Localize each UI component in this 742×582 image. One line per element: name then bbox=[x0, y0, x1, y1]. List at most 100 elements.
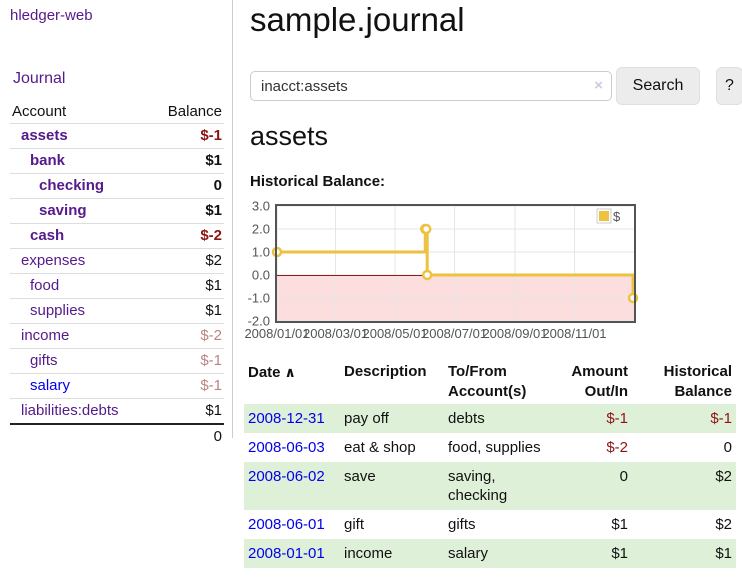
brand-link[interactable]: hledger-web bbox=[10, 7, 93, 24]
transaction-row[interactable]: 2008-06-01giftgifts$1$2 bbox=[244, 510, 736, 539]
y-axis-label: 2.0 bbox=[252, 222, 270, 237]
account-heading: assets bbox=[250, 118, 328, 154]
sidebar-item-journal[interactable]: Journal bbox=[13, 70, 65, 88]
account-balance: $-1 bbox=[150, 349, 224, 374]
account-link[interactable]: bank bbox=[30, 152, 65, 169]
account-balance: $1 bbox=[150, 399, 224, 425]
account-row: assets $-1 bbox=[10, 124, 224, 149]
legend-swatch bbox=[599, 211, 609, 221]
search-input-wrap: × bbox=[250, 71, 612, 101]
transaction-description: eat & shop bbox=[340, 433, 444, 462]
account-name-cell: checking bbox=[10, 174, 150, 199]
transaction-description: income bbox=[340, 539, 444, 568]
account-balance: 0 bbox=[150, 174, 224, 199]
account-row: expenses $2 bbox=[10, 249, 224, 274]
transaction-date-link[interactable]: 2008-06-03 bbox=[248, 439, 325, 456]
account-balance: $-2 bbox=[150, 224, 224, 249]
page-title: sample.journal bbox=[250, 0, 465, 40]
y-axis-label: 1.0 bbox=[252, 245, 270, 260]
account-name-cell: assets bbox=[10, 124, 150, 149]
account-name-cell: salary bbox=[10, 374, 150, 399]
transaction-amount: $-1 bbox=[552, 404, 632, 433]
transaction-date-link[interactable]: 2008-01-01 bbox=[248, 545, 325, 562]
chart-point-marker bbox=[422, 225, 430, 233]
chart-title: Historical Balance: bbox=[250, 173, 385, 190]
account-link[interactable]: liabilities:debts bbox=[21, 402, 119, 419]
account-balance: $-1 bbox=[150, 124, 224, 149]
account-balance: $1 bbox=[150, 149, 224, 174]
account-link[interactable]: supplies bbox=[30, 302, 85, 319]
account-row: checking 0 bbox=[10, 174, 224, 199]
account-balance: $-2 bbox=[150, 324, 224, 349]
account-link[interactable]: checking bbox=[39, 177, 104, 194]
account-row: liabilities:debts $1 bbox=[10, 399, 224, 425]
account-balance: $2 bbox=[150, 249, 224, 274]
account-name-cell: food bbox=[10, 274, 150, 299]
account-balance: $1 bbox=[150, 199, 224, 224]
accounts-table: Account Balance assets $-1 bank $1 checking 0… bbox=[10, 100, 224, 448]
transaction-balance: 0 bbox=[632, 433, 736, 462]
transaction-balance: $2 bbox=[632, 462, 736, 510]
transaction-accounts: salary bbox=[444, 539, 552, 568]
x-axis-label: 2008/09/01 bbox=[482, 326, 547, 341]
y-axis-label: -1.0 bbox=[248, 291, 270, 306]
transaction-row[interactable]: 2008-06-02savesaving, checking0$2 bbox=[244, 462, 736, 510]
accounts-total-value: 0 bbox=[150, 424, 224, 448]
account-name-cell: saving bbox=[10, 199, 150, 224]
transaction-description: save bbox=[340, 462, 444, 510]
account-link[interactable]: salary bbox=[30, 377, 70, 394]
transaction-date-link[interactable]: 2008-06-01 bbox=[248, 516, 325, 533]
transaction-accounts: gifts bbox=[444, 510, 552, 539]
help-button[interactable]: ? bbox=[716, 67, 742, 105]
transaction-row[interactable]: 2008-12-31pay offdebts$-1$-1 bbox=[244, 404, 736, 433]
transaction-accounts: saving, checking bbox=[444, 462, 552, 510]
account-link[interactable]: food bbox=[30, 277, 59, 294]
accounts-total-row: 0 bbox=[10, 424, 224, 448]
sort-ascending-icon[interactable]: ∧ bbox=[285, 364, 296, 380]
search-bar: × Search ? bbox=[250, 67, 742, 105]
transaction-accounts: food, supplies bbox=[444, 433, 552, 462]
transactions-header-accounts: To/From Account(s) bbox=[444, 360, 552, 404]
account-link[interactable]: income bbox=[21, 327, 69, 344]
x-axis-label: 2008/07/01 bbox=[422, 326, 487, 341]
transaction-row[interactable]: 2008-01-01incomesalary$1$1 bbox=[244, 539, 736, 568]
legend-label: $ bbox=[613, 209, 621, 224]
account-row: income $-2 bbox=[10, 324, 224, 349]
account-link[interactable]: cash bbox=[30, 227, 64, 244]
accounts-header-account: Account bbox=[10, 100, 150, 124]
account-row: supplies$1 bbox=[10, 299, 224, 324]
transaction-date-link[interactable]: 2008-12-31 bbox=[248, 410, 325, 427]
search-input[interactable] bbox=[250, 71, 612, 101]
chart-point-marker bbox=[423, 271, 431, 279]
transaction-date-cell: 2008-06-03 bbox=[244, 433, 340, 462]
account-name-cell: income bbox=[10, 324, 150, 349]
account-row: bank $1 bbox=[10, 149, 224, 174]
transactions-header-description: Description bbox=[340, 360, 444, 404]
transaction-date-cell: 2008-12-31 bbox=[244, 404, 340, 433]
account-link[interactable]: expenses bbox=[21, 252, 85, 269]
transactions-header-date[interactable]: Date∧ bbox=[244, 360, 340, 404]
transactions-header-amount: Amount Out/In bbox=[552, 360, 632, 404]
accounts-header-balance: Balance bbox=[150, 100, 224, 124]
sidebar: hledger-web Journal Account Balance asse… bbox=[0, 0, 233, 438]
account-link[interactable]: saving bbox=[39, 202, 87, 219]
chart-canvas[interactable]: 3.02.01.00.0-1.0-2.02008/01/012008/03/01… bbox=[244, 200, 742, 350]
account-balance: $1 bbox=[150, 274, 224, 299]
account-name-cell: bank bbox=[10, 149, 150, 174]
transactions-header-balance: Historical Balance bbox=[632, 360, 736, 404]
search-button[interactable]: Search bbox=[616, 67, 700, 105]
account-name-cell: expenses bbox=[10, 249, 150, 274]
transaction-amount: $-2 bbox=[552, 433, 632, 462]
transaction-balance: $1 bbox=[632, 539, 736, 568]
transaction-row[interactable]: 2008-06-03 eat & shopfood, supplies$-20 bbox=[244, 433, 736, 462]
transaction-date-cell: 2008-06-01 bbox=[244, 510, 340, 539]
x-axis-label: 2008/01/01 bbox=[244, 326, 309, 341]
transaction-date-link[interactable]: 2008-06-02 bbox=[248, 468, 325, 485]
account-name-cell: gifts bbox=[10, 349, 150, 374]
account-link[interactable]: gifts bbox=[30, 352, 58, 369]
clear-search-icon[interactable]: × bbox=[594, 77, 603, 94]
x-axis-label: 2008/11/01 bbox=[542, 326, 606, 341]
account-row: saving $1 bbox=[10, 199, 224, 224]
account-link[interactable]: assets bbox=[21, 127, 68, 144]
historical-balance-chart[interactable]: 3.02.01.00.0-1.0-2.02008/01/012008/03/01… bbox=[244, 200, 742, 350]
